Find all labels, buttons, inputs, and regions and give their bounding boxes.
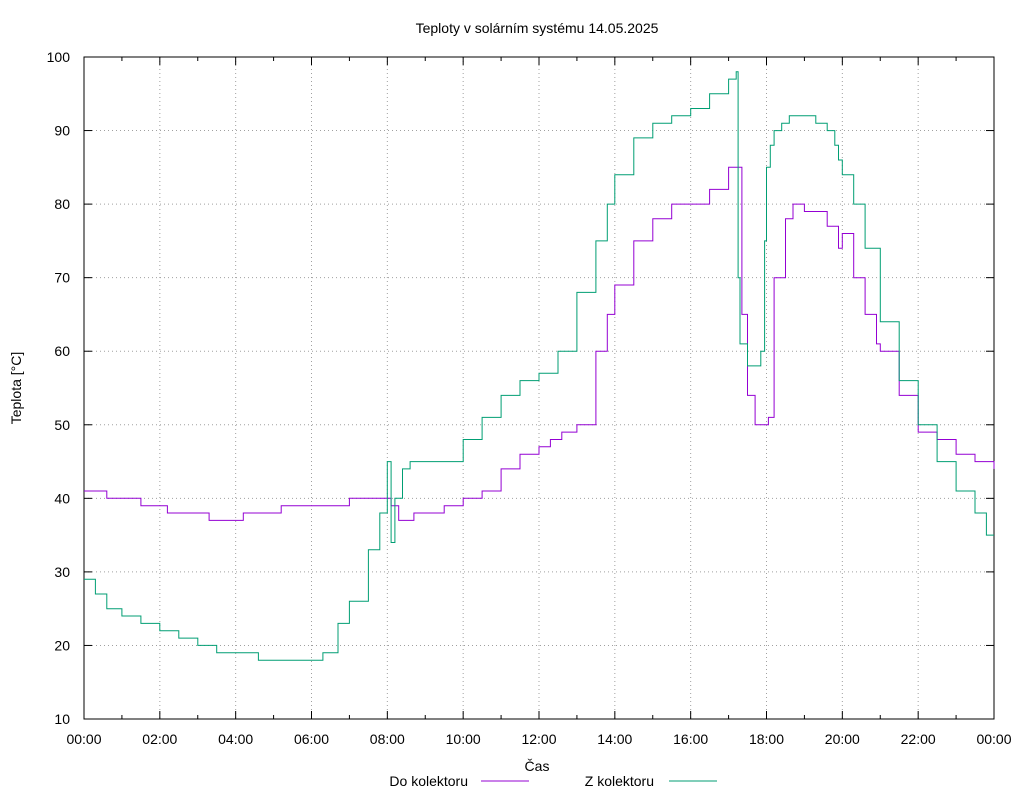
legend: Do kolektoru Z kolektoru [389,773,717,789]
y-tick-label: 70 [54,270,70,286]
y-tick-label: 80 [54,196,70,212]
x-tick-label: 04:00 [218,731,253,747]
y-axis-label: Teplota [°C] [8,352,24,425]
y-tick-label: 10 [54,711,70,727]
legend-label-1: Do kolektoru [389,773,468,789]
y-tick-label: 40 [54,490,70,506]
legend-label-2: Z kolektoru [585,773,654,789]
y-tick-label: 30 [54,564,70,580]
x-tick-label: 14:00 [597,731,632,747]
x-tick-label: 06:00 [294,731,329,747]
x-tick-label: 00:00 [976,731,1011,747]
y-tick-label: 50 [54,417,70,433]
grid [84,57,994,719]
plot-frame [83,56,995,720]
y-tick-label: 90 [54,123,70,139]
x-axis: 00:00 02:00 04:00 06:00 08:00 10:00 12:00 14:00… [66,57,1012,747]
x-tick-label: 10:00 [446,731,481,747]
x-tick-label: 16:00 [673,731,708,747]
y-tick-label: 60 [54,343,70,359]
y-tick-label: 20 [54,637,70,653]
x-tick-label: 02:00 [142,731,177,747]
x-tick-label: 20:00 [825,731,860,747]
series-layer [84,71,995,661]
chart-title: Teploty v solárním systému 14.05.2025 [416,20,659,36]
series-line-1 [84,166,995,521]
series-line-2 [84,71,994,661]
x-tick-label: 08:00 [370,731,405,747]
y-axis: 10 20 30 40 50 60 70 80 90 100 [47,49,994,727]
x-tick-label: 00:00 [66,731,101,747]
x-tick-label: 12:00 [521,731,556,747]
x-tick-label: 18:00 [749,731,784,747]
x-tick-label: 22:00 [901,731,936,747]
x-axis-label: Čas [525,758,550,774]
y-tick-label: 100 [47,49,71,65]
